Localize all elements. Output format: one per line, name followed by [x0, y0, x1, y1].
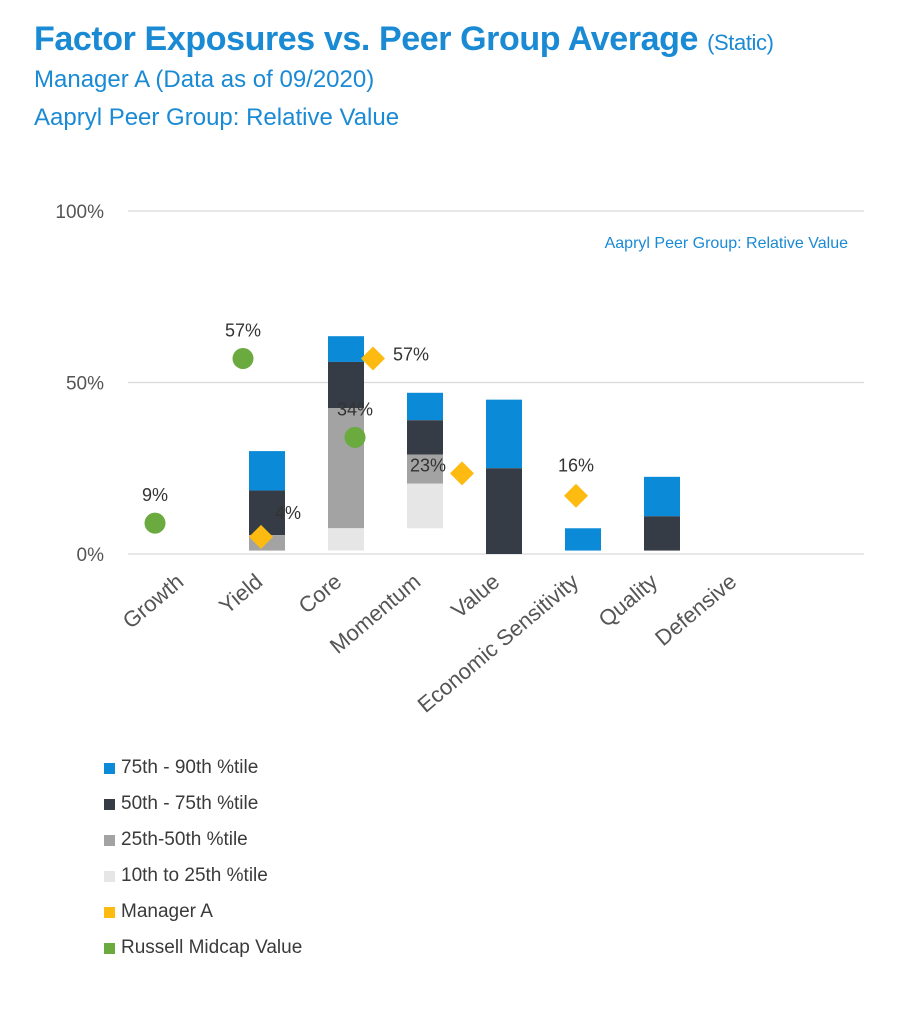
legend-label-p25-50: 25th-50th %tile — [121, 829, 248, 850]
benchmark-label-momentum: 34% — [337, 399, 373, 419]
legend-swatch-p25-50 — [104, 834, 115, 846]
bar-75th-90th-tile-economic-sensitivity — [565, 528, 601, 551]
legend-label-p10-25: 10th to 25th %tile — [121, 865, 268, 886]
manager-marker-economic-sensitivity — [564, 483, 588, 508]
bar-25th-50th-tile-core — [328, 408, 364, 529]
y-tick-label-0: 0% — [77, 545, 105, 566]
legend-item-p50-75: 50th - 75th %tile — [104, 786, 302, 822]
bar-50th-75th-tile-quality — [644, 516, 680, 551]
manager-marker-momentum — [450, 461, 474, 486]
peer-group-inner-label: Aapryl Peer Group: Relative Value — [605, 235, 848, 252]
benchmark-label-growth: 9% — [142, 485, 168, 505]
legend-item-p75-90: 75th - 90th %tile — [104, 750, 302, 786]
benchmark-label-yield: 57% — [225, 320, 261, 340]
bar-50th-75th-tile-yield — [249, 490, 285, 536]
legend-label-benchmark: Russell Midcap Value — [121, 937, 303, 958]
chart-title-suffix: (Static) — [707, 30, 774, 55]
bar-50th-75th-tile-value — [486, 468, 522, 554]
y-tick-label-50: 50% — [66, 374, 104, 395]
chart-title: Factor Exposures vs. Peer Group Average … — [34, 20, 774, 59]
bar-25th-50th-tile-momentum — [407, 454, 443, 484]
legend-item-p10-25: 10th to 25th %tile — [104, 858, 302, 894]
bar-75th-90th-tile-core — [328, 336, 364, 362]
legend-swatch-benchmark — [104, 942, 115, 954]
x-tick-label-growth: Growth — [118, 569, 188, 634]
x-tick-label-value: Value — [446, 569, 504, 623]
bar-10th-to-25th-tile-momentum — [407, 483, 443, 529]
bar-50th-75th-tile-momentum — [407, 420, 443, 455]
manager-label-yield: 4% — [275, 503, 301, 523]
chart-subtitle-peer-group: Aapryl Peer Group: Relative Value — [34, 104, 400, 131]
manager-label-economic-sensitivity: 16% — [558, 456, 594, 476]
y-tick-label-100: 100% — [55, 202, 104, 223]
benchmark-marker-yield — [232, 347, 254, 369]
x-tick-label-yield: Yield — [214, 569, 267, 619]
chart-legend: 75th - 90th %tile 50th - 75th %tile 25th… — [104, 750, 302, 966]
benchmark-marker-growth — [144, 512, 166, 534]
x-tick-label-quality: Quality — [594, 569, 663, 632]
bar-50th-75th-tile-core — [328, 361, 364, 409]
legend-swatch-p50-75 — [104, 798, 115, 810]
legend-label-manager: Manager A — [121, 901, 213, 922]
bar-75th-90th-tile-yield — [249, 451, 285, 491]
legend-item-p25-50: 25th-50th %tile — [104, 822, 302, 858]
legend-swatch-manager — [104, 906, 115, 918]
legend-swatch-p10-25 — [104, 870, 115, 882]
legend-label-p75-90: 75th - 90th %tile — [121, 757, 259, 778]
manager-label-momentum: 23% — [410, 455, 446, 475]
legend-item-manager: Manager A — [104, 894, 302, 930]
chart-title-text: Factor Exposures vs. Peer Group Average — [34, 20, 699, 58]
bar-75th-90th-tile-momentum — [407, 392, 443, 421]
benchmark-marker-momentum — [344, 426, 366, 448]
manager-marker-core — [361, 346, 385, 371]
chart-subtitle-manager: Manager A (Data as of 09/2020) — [34, 66, 375, 93]
x-tick-label-core: Core — [294, 569, 347, 619]
x-tick-label-defensive: Defensive — [650, 569, 741, 651]
legend-swatch-p75-90 — [104, 762, 115, 774]
manager-label-core: 57% — [393, 344, 429, 364]
bar-75th-90th-tile-value — [486, 399, 522, 469]
bar-75th-90th-tile-quality — [644, 476, 680, 517]
legend-label-p50-75: 50th - 75th %tile — [121, 793, 259, 814]
manager-marker-yield — [249, 524, 273, 549]
legend-item-benchmark: Russell Midcap Value — [104, 930, 302, 966]
bar-10th-to-25th-tile-core — [328, 528, 364, 551]
